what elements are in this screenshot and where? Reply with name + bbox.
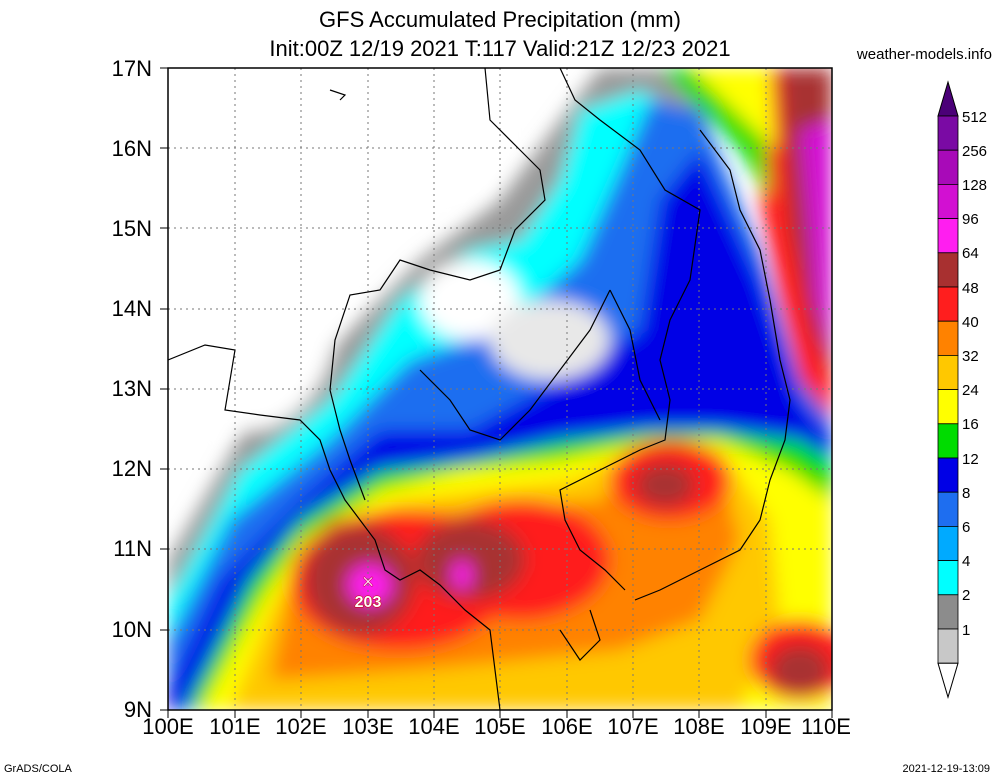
colorbar-level-label: 256 — [962, 142, 988, 160]
colorbar-swatch — [937, 457, 959, 493]
lat-label: 11N — [113, 536, 152, 561]
colorbar-swatch — [937, 252, 959, 288]
colorbar-swatch — [937, 320, 959, 356]
site-credit: weather-models.info — [856, 46, 992, 63]
colorbar-swatch — [937, 354, 959, 390]
colorbar-swatch — [937, 560, 959, 596]
colorbar-bottom-cap — [937, 662, 959, 699]
colorbar-swatch — [937, 183, 959, 219]
colorbar-level-label: 2 — [962, 587, 971, 605]
lon-label: 109E — [740, 714, 792, 739]
colorbar-level-label: 128 — [962, 176, 988, 194]
lat-label: 13N — [111, 376, 152, 401]
lat-label: 9N — [123, 697, 152, 722]
colorbar-level-label: 12 — [962, 450, 979, 468]
colorbar-level-label: 96 — [962, 211, 979, 229]
colorbar-swatch — [937, 628, 959, 664]
lat-label: 17N — [111, 56, 152, 81]
lon-label: 105E — [474, 714, 526, 739]
lon-label: 107E — [607, 714, 659, 739]
graticule — [168, 68, 832, 710]
colorbar-swatch — [937, 389, 959, 425]
lon-label: 100E — [142, 714, 194, 739]
map-title: GFS Accumulated Precipitation (mm) — [319, 7, 681, 32]
max-marker-symbol: × — [362, 569, 375, 594]
max-marker-value: 203 — [355, 594, 382, 611]
footer-timestamp: 2021-12-19-13:09 — [902, 763, 990, 775]
colorbar-swatch — [937, 149, 959, 185]
colorbar-level-label: 32 — [962, 347, 979, 365]
lon-label: 106E — [541, 714, 593, 739]
lat-label: 15N — [111, 216, 152, 241]
axis-ticks — [160, 67, 833, 718]
lon-label: 103E — [342, 714, 394, 739]
colorbar-level-label: 4 — [962, 553, 971, 571]
colorbar-level-label: 64 — [962, 245, 979, 263]
lon-label: 110E — [801, 714, 851, 739]
colorbar-swatch — [937, 594, 959, 630]
colorbar-level-label: 16 — [962, 416, 979, 434]
colorbar-swatch — [937, 526, 959, 562]
lat-label: 16N — [111, 136, 152, 161]
colorbar-swatch — [937, 491, 959, 527]
colorbar-swatch — [937, 218, 959, 254]
colorbar-swatch — [937, 115, 959, 151]
colorbar-level-label: 48 — [962, 279, 979, 297]
colorbar-swatch — [937, 286, 959, 322]
lon-label: 104E — [408, 714, 460, 739]
colorbar-swatch — [937, 423, 959, 459]
footer-credit: GrADS/COLA — [4, 763, 72, 775]
lat-label: 12N — [111, 456, 152, 481]
lon-label: 102E — [275, 714, 327, 739]
colorbar-level-label: 1 — [962, 621, 971, 639]
lon-label: 108E — [673, 714, 725, 739]
lon-label: 101E — [209, 714, 261, 739]
precipitation-field — [168, 68, 832, 710]
colorbar-level-label: 24 — [962, 382, 979, 400]
colorbar-level-label: 8 — [962, 484, 971, 502]
colorbar-level-label: 6 — [962, 518, 971, 536]
lat-label: 10N — [111, 617, 152, 642]
map-subtitle: Init:00Z 12/19 2021 T:117 Valid:21Z 12/2… — [269, 36, 731, 61]
colorbar-level-label: 40 — [962, 313, 979, 331]
max-precip-marker: × 203 — [354, 569, 382, 612]
colorbar-top-cap — [937, 80, 959, 117]
colorbar-level-label: 512 — [962, 108, 988, 126]
coastline-borders — [168, 68, 791, 710]
colorbar — [937, 80, 959, 699]
lat-label: 14N — [111, 296, 152, 321]
